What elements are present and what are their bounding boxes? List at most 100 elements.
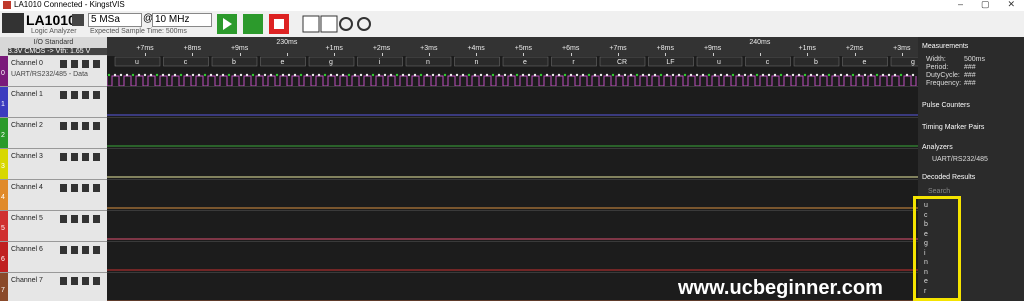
io-value[interactable]: 3.3V CMOS -> Vth: 1.65 V bbox=[8, 48, 107, 55]
channel-color bbox=[0, 87, 8, 117]
channel-name[interactable]: Channel 7 bbox=[11, 277, 43, 284]
sample-dot bbox=[563, 73, 567, 77]
sample-dot bbox=[629, 73, 633, 77]
device-type: Logic Analyzer bbox=[31, 28, 77, 35]
sample-dot bbox=[383, 73, 387, 77]
decoded-item[interactable]: n bbox=[924, 259, 928, 266]
channel-name[interactable]: Channel 3 bbox=[11, 153, 43, 160]
sample-dot bbox=[311, 73, 315, 77]
repeat-button[interactable] bbox=[243, 14, 263, 34]
stop-icon bbox=[274, 19, 284, 29]
channel-name[interactable]: Channel 2 bbox=[11, 122, 43, 129]
decoded-frame bbox=[211, 56, 258, 67]
time-label: +8ms bbox=[183, 45, 201, 52]
channel-name[interactable]: Channel 5 bbox=[11, 215, 43, 222]
section-header[interactable]: Measurements bbox=[922, 43, 969, 50]
section-header[interactable]: Timing Marker Pairs bbox=[922, 124, 985, 131]
time-label: +8ms bbox=[656, 45, 674, 52]
channel-settings[interactable] bbox=[60, 60, 100, 68]
decoded-byte: u bbox=[135, 59, 139, 66]
sample-dot bbox=[407, 73, 411, 77]
channel-settings[interactable] bbox=[60, 277, 100, 285]
sample-dot bbox=[113, 73, 117, 77]
decoded-item[interactable]: r bbox=[924, 287, 927, 295]
time-tick bbox=[570, 53, 572, 56]
sample-dot bbox=[395, 73, 399, 77]
sample-dot bbox=[809, 73, 813, 77]
decoded-item[interactable]: i bbox=[924, 249, 926, 257]
decoded-item[interactable]: n bbox=[924, 268, 928, 276]
sample-rate-select[interactable]: 5 MSa bbox=[88, 13, 142, 27]
sample-dot bbox=[359, 73, 363, 77]
channel-settings[interactable] bbox=[60, 246, 100, 254]
section-header[interactable]: Pulse Counters bbox=[922, 102, 970, 109]
sample-dot bbox=[527, 73, 531, 77]
channel-name[interactable]: Channel 4 bbox=[11, 184, 43, 191]
channel-color bbox=[0, 211, 8, 241]
decoded-byte: e bbox=[523, 59, 527, 66]
device-settings[interactable] bbox=[72, 14, 84, 26]
time-label: +1ms bbox=[798, 45, 816, 52]
channel-name[interactable]: Channel 6 bbox=[11, 246, 43, 253]
sample-dot bbox=[479, 73, 483, 77]
analyzer-item[interactable]: UART/RS232/485 bbox=[932, 156, 988, 163]
channel-settings[interactable] bbox=[60, 184, 100, 192]
section-header[interactable]: Analyzers bbox=[922, 144, 953, 151]
sample-dot bbox=[149, 73, 153, 77]
sample-dot bbox=[389, 73, 393, 77]
time-label: +2ms bbox=[372, 45, 391, 52]
channel-settings[interactable] bbox=[60, 215, 100, 223]
channel-color bbox=[0, 56, 8, 86]
at-sign: @ bbox=[143, 13, 154, 24]
channel-settings[interactable] bbox=[60, 122, 100, 130]
sample-dot bbox=[851, 73, 855, 77]
sample-dot bbox=[485, 73, 489, 77]
sample-dot bbox=[587, 73, 591, 77]
sample-dot bbox=[911, 73, 915, 77]
zoom-fit-button[interactable] bbox=[320, 15, 338, 33]
section-header[interactable]: Decoded Results bbox=[922, 174, 976, 181]
sample-dot bbox=[887, 73, 891, 77]
decoded-frame bbox=[163, 56, 209, 67]
decoded-item[interactable]: b bbox=[924, 221, 928, 228]
channel-settings[interactable] bbox=[60, 153, 100, 161]
decoded-byte: g bbox=[911, 59, 915, 66]
sample-dot bbox=[743, 73, 747, 77]
time-tick bbox=[807, 53, 809, 56]
decoded-item[interactable]: e bbox=[924, 278, 928, 285]
frequency-select[interactable]: 10 MHz bbox=[152, 13, 212, 27]
channel-settings[interactable] bbox=[60, 91, 100, 99]
sample-dot bbox=[857, 73, 861, 77]
sample-dot bbox=[569, 73, 573, 77]
decoded-item[interactable]: g bbox=[924, 240, 928, 247]
channel-name[interactable]: Channel 1 bbox=[11, 91, 43, 98]
sample-dot bbox=[215, 73, 219, 77]
window-controls[interactable]: –▢✕ bbox=[958, 0, 1015, 9]
time-label: +7ms bbox=[136, 45, 154, 52]
sample-dot bbox=[473, 73, 477, 77]
search-box[interactable]: Search bbox=[928, 188, 951, 195]
time-label: +2ms bbox=[845, 45, 864, 52]
toolbar-buttons bbox=[217, 14, 371, 34]
decoded-item[interactable]: e bbox=[924, 230, 928, 238]
sample-dot bbox=[599, 73, 603, 77]
sample-dot bbox=[839, 73, 843, 77]
decoded-item[interactable]: c bbox=[924, 211, 928, 219]
text-button[interactable] bbox=[302, 15, 320, 33]
decoded-frame bbox=[696, 56, 743, 67]
sample-dot bbox=[731, 73, 735, 77]
channel-number: 7 bbox=[1, 287, 5, 294]
time-tick bbox=[381, 53, 383, 56]
decoded-frame bbox=[357, 56, 403, 67]
sample-dot bbox=[707, 73, 711, 77]
title-bar: LA1010 Connected - KingstVIS –▢✕ bbox=[0, 0, 1024, 11]
zoom-in-button[interactable] bbox=[357, 17, 371, 31]
channel-name[interactable]: Channel 0 bbox=[11, 60, 43, 67]
sample-dot bbox=[155, 73, 159, 77]
sample-dot bbox=[401, 73, 405, 77]
sample-dot bbox=[749, 73, 753, 77]
sample-dot bbox=[371, 73, 375, 77]
decoded-item[interactable]: u bbox=[924, 202, 928, 209]
device-icon bbox=[2, 13, 24, 33]
zoom-out-button[interactable] bbox=[339, 17, 353, 31]
